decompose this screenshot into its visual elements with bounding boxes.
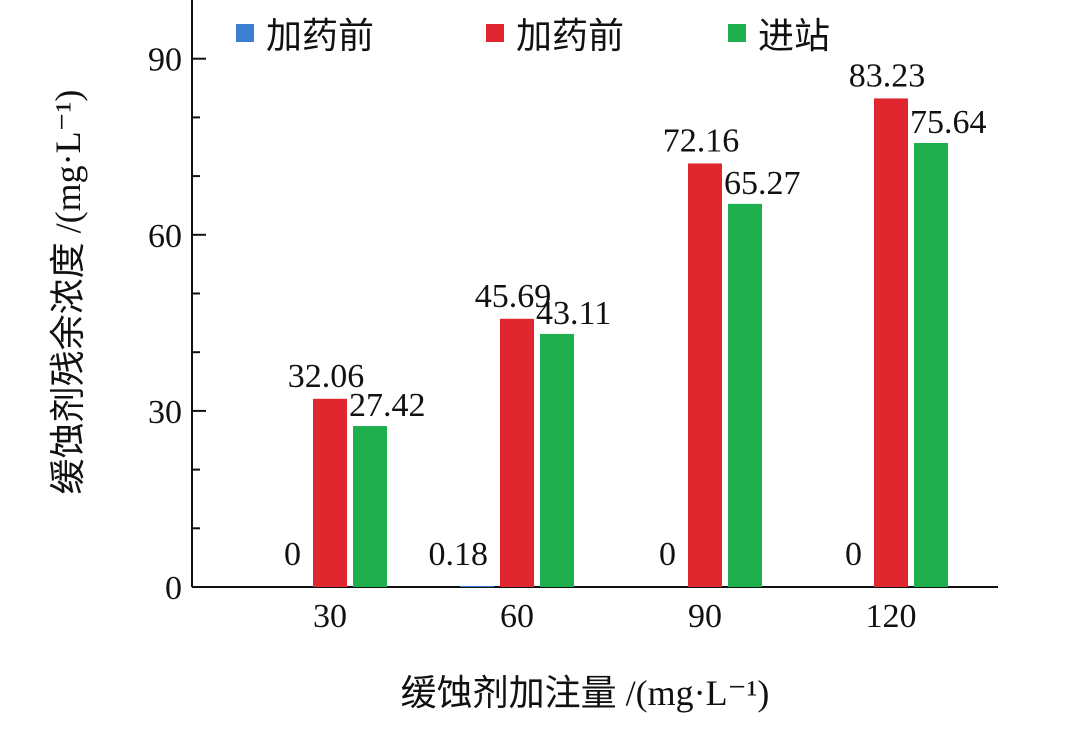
bar-series-1-120 [874, 98, 908, 587]
bar-series-2-60 [540, 333, 574, 587]
bar-series-2-30 [353, 426, 387, 587]
data-label: 0 [845, 536, 862, 573]
bar-series-2-120 [914, 142, 948, 587]
legend-label: 加药前 [516, 16, 624, 56]
x-tick-label: 30 [313, 598, 347, 635]
legend: 加药前 加药前 进站 [236, 16, 830, 56]
bar-series-1-60 [500, 318, 534, 587]
data-label: 45.69 [475, 278, 552, 315]
data-label: 0 [659, 536, 676, 573]
x-tick-label: 120 [866, 598, 917, 635]
bar-series-1-90 [688, 163, 722, 587]
data-label: 27.42 [349, 387, 426, 424]
y-axis-title: 缓蚀剂残余浓度 /(mg·L⁻¹) [48, 90, 88, 495]
data-label: 83.23 [849, 57, 926, 94]
legend-label: 加药前 [266, 16, 374, 56]
y-tick-label: 30 [148, 394, 182, 431]
bars [313, 98, 948, 587]
data-label: 65.27 [724, 165, 801, 202]
x-axis-title: 缓蚀剂加注量 /(mg·L⁻¹) [401, 673, 770, 713]
data-label: 32.06 [288, 358, 365, 395]
legend-swatch [486, 24, 504, 42]
bar-series-2-90 [728, 203, 762, 587]
legend-label: 进站 [758, 16, 830, 56]
y-tick-label: 90 [148, 42, 182, 79]
legend-swatch [728, 24, 746, 42]
y-tick-label: 60 [148, 218, 182, 255]
y-tick-label: 0 [165, 570, 182, 607]
data-label: 72.16 [663, 122, 740, 159]
data-label: 43.11 [536, 295, 611, 332]
data-labels: 0 0.18 0 0 32.06 45.69 72.16 83.23 27.42 43.11 65.… [284, 57, 987, 573]
x-tick-label: 90 [688, 598, 722, 635]
x-tick-label: 60 [500, 598, 534, 635]
data-label: 75.64 [910, 104, 987, 141]
legend-swatch [236, 24, 254, 42]
bar-series-1-30 [313, 398, 347, 587]
data-label: 0 [284, 536, 301, 573]
bar-series-0-60 [460, 585, 494, 587]
data-label: 0.18 [429, 536, 489, 573]
